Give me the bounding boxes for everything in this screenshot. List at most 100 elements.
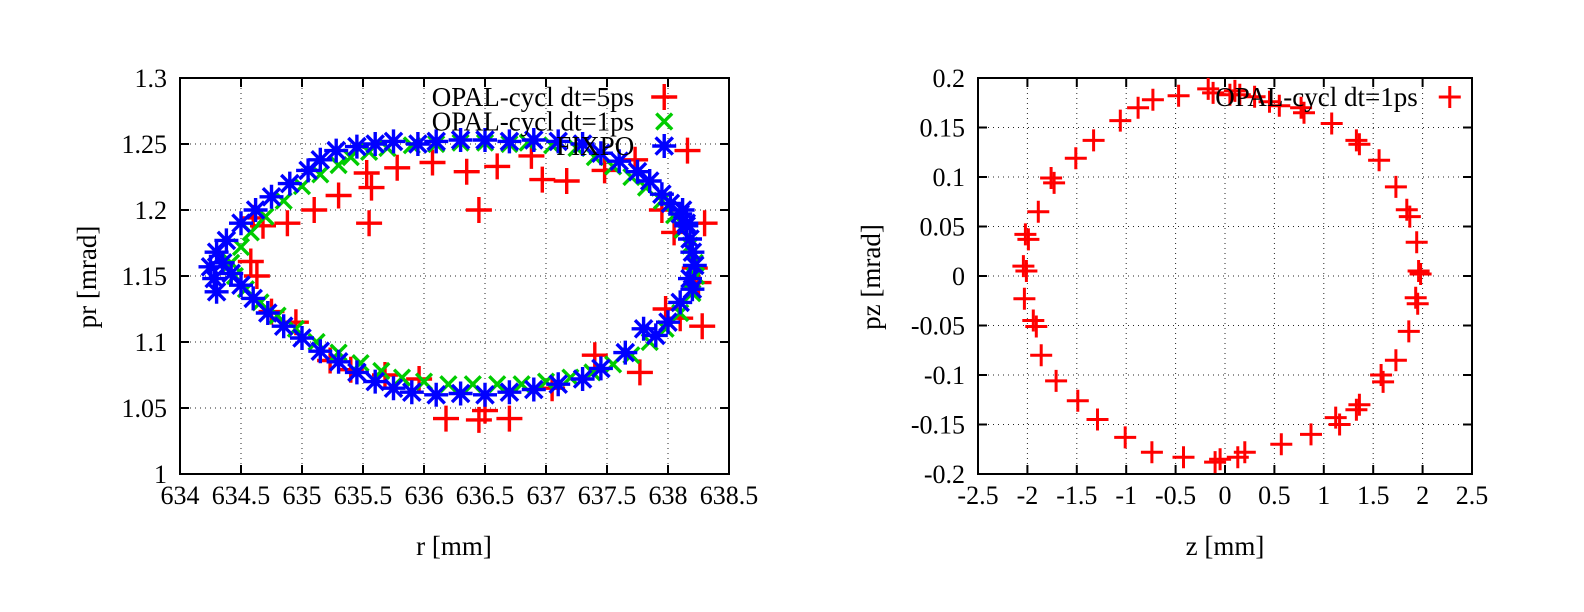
series-fixpo xyxy=(198,128,707,407)
grid-lines xyxy=(978,78,1472,474)
data-point-plus-icon xyxy=(1172,446,1195,469)
data-point-asterisk-icon xyxy=(219,261,244,286)
data-point-asterisk-icon xyxy=(241,286,266,311)
data-point-plus-icon xyxy=(1345,398,1368,421)
data-point-plus-icon xyxy=(1140,441,1163,464)
y-tick-label: 1.1 xyxy=(135,328,168,357)
data-point-asterisk-icon xyxy=(546,372,571,397)
data-point-asterisk-icon xyxy=(381,129,406,154)
y-tick-label: 0.05 xyxy=(920,213,966,242)
right-x-axis-title: z [mm] xyxy=(1185,531,1265,561)
y-tick-label: 1.2 xyxy=(135,196,168,225)
data-point-plus-icon xyxy=(1368,149,1391,172)
data-point-plus-icon xyxy=(301,197,328,223)
data-point-plus-icon xyxy=(1270,433,1293,456)
y-tick-label: 1.3 xyxy=(135,64,168,93)
data-point-plus-icon xyxy=(237,248,264,275)
data-point-plus-icon xyxy=(358,174,385,201)
data-point-plus-icon xyxy=(1268,94,1291,117)
y-tick-label: 1 xyxy=(154,460,167,489)
data-point-plus-icon xyxy=(433,405,459,432)
x-tick-label: 1.5 xyxy=(1357,481,1390,510)
data-point-asterisk-icon xyxy=(670,198,695,222)
x-tick-label: 2 xyxy=(1416,481,1429,510)
x-tick-label: 2.5 xyxy=(1456,481,1489,510)
legend-label: OPAL-cycl dt=1ps xyxy=(1215,82,1417,112)
x-tick-label: 634.5 xyxy=(212,481,271,510)
data-point-asterisk-icon xyxy=(399,380,424,405)
data-point-asterisk-icon xyxy=(214,228,239,253)
data-point-plus-icon xyxy=(1086,408,1109,431)
y-tick-label: 1.25 xyxy=(122,130,168,159)
data-point-asterisk-icon xyxy=(344,360,369,385)
data-point-asterisk-icon xyxy=(424,129,449,154)
data-point-asterisk-icon xyxy=(631,316,656,341)
data-point-plus-icon xyxy=(1345,129,1368,152)
legend: OPAL-cycl dt=1ps xyxy=(1215,82,1461,112)
y-tick-label: 0.2 xyxy=(933,64,966,93)
data-point-asterisk-icon xyxy=(344,134,369,159)
y-tick-label: 0.1 xyxy=(933,163,966,192)
data-point-plus-icon xyxy=(1141,88,1164,111)
data-point-asterisk-icon xyxy=(271,314,296,339)
data-point-asterisk-icon xyxy=(649,182,674,207)
data-point-plus-icon xyxy=(1014,223,1037,246)
data-point-plus-icon xyxy=(1218,83,1241,106)
data-point-plus-icon xyxy=(1204,451,1227,474)
y-tick-label: 1.05 xyxy=(122,394,168,423)
data-point-asterisk-icon xyxy=(625,159,650,184)
data-point-plus-icon xyxy=(1022,309,1045,332)
data-point-plus-icon xyxy=(1066,389,1089,412)
data-point-asterisk-icon xyxy=(588,356,613,381)
data-point-asterisk-icon xyxy=(204,240,229,265)
data-point-asterisk-icon xyxy=(448,128,473,152)
data-point-asterisk-icon xyxy=(497,380,522,405)
tick-marks xyxy=(977,77,1473,475)
data-point-plus-icon xyxy=(1348,133,1371,156)
data-point-plus-icon xyxy=(1243,85,1266,108)
x-tick-label: 636.5 xyxy=(456,481,515,510)
data-point-plus-icon xyxy=(1040,167,1063,189)
x-tick-label: 636 xyxy=(405,481,444,510)
data-point-plus-icon xyxy=(1209,448,1232,471)
y-tick-label: -0.2 xyxy=(924,460,965,489)
right-y-axis-title: pz [mrad] xyxy=(856,224,886,330)
data-point-plus-icon xyxy=(1405,231,1428,254)
data-point-plus-icon xyxy=(1015,260,1038,282)
data-point-asterisk-icon xyxy=(680,277,705,302)
data-point-asterisk-icon xyxy=(473,128,497,152)
x-tick-label: 638 xyxy=(649,481,688,510)
data-point-asterisk-icon xyxy=(521,377,546,402)
data-point-asterisk-icon xyxy=(637,169,662,193)
data-point-plus-icon xyxy=(1320,112,1343,135)
y-tick-label: 1.15 xyxy=(122,262,168,291)
data-point-plus-icon xyxy=(465,406,492,433)
y-tick-label: 0 xyxy=(952,262,965,291)
series-opal-cycl-dt-1ps xyxy=(1012,77,1432,474)
data-point-asterisk-icon xyxy=(229,211,253,236)
data-point-asterisk-icon xyxy=(296,158,321,183)
left-chart: 634 634.5 635 635.5 636 636.5 637 637.5 638 638.5… xyxy=(122,64,759,510)
data-point-plus-icon xyxy=(689,313,716,340)
data-point-asterisk-icon xyxy=(277,171,302,196)
plot-border xyxy=(977,77,1473,475)
data-point-asterisk-icon xyxy=(326,349,351,374)
data-point-plus-icon xyxy=(356,210,383,237)
data-point-plus-icon xyxy=(465,197,492,223)
data-point-plus-icon xyxy=(1348,393,1371,416)
x-tick-label: -2.5 xyxy=(957,481,998,510)
data-point-asterisk-icon xyxy=(656,310,680,335)
data-point-plus-icon xyxy=(1406,292,1429,315)
data-point-plus-icon xyxy=(353,160,380,186)
data-point-asterisk-icon xyxy=(308,339,333,364)
x-tick-label: -1 xyxy=(1115,481,1137,510)
data-point-plus-icon xyxy=(1017,228,1040,251)
x-tick-label: 635.5 xyxy=(334,481,393,510)
data-point-asterisk-icon xyxy=(259,184,284,209)
x-tick-label: -0.5 xyxy=(1155,481,1196,510)
data-point-plus-icon xyxy=(1384,175,1407,198)
data-point-plus-icon xyxy=(674,137,701,164)
data-point-asterisk-icon xyxy=(229,273,253,298)
